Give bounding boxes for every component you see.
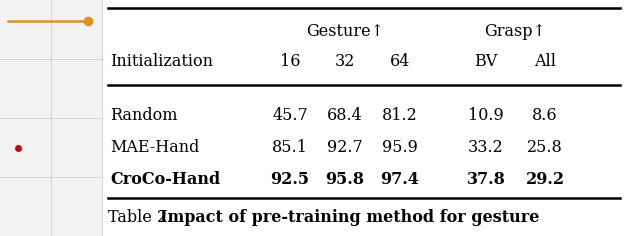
Text: 92.7: 92.7: [327, 139, 363, 156]
Text: CroCo-Hand: CroCo-Hand: [110, 172, 220, 189]
Text: Table 2.: Table 2.: [108, 210, 172, 227]
Text: 64: 64: [390, 54, 410, 71]
Text: 16: 16: [280, 54, 300, 71]
Text: 81.2: 81.2: [382, 106, 418, 123]
Bar: [0, 0, 102, 236]
Text: 25.8: 25.8: [527, 139, 563, 156]
Text: 45.7: 45.7: [272, 106, 308, 123]
Text: 32: 32: [335, 54, 355, 71]
Text: 97.4: 97.4: [381, 172, 419, 189]
Text: BV: BV: [474, 54, 497, 71]
Text: 95.8: 95.8: [326, 172, 364, 189]
Text: 85.1: 85.1: [272, 139, 308, 156]
Text: 8.6: 8.6: [532, 106, 558, 123]
Text: 10.9: 10.9: [468, 106, 504, 123]
Text: 95.9: 95.9: [382, 139, 418, 156]
Text: 92.5: 92.5: [270, 172, 310, 189]
Text: All: All: [534, 54, 556, 71]
Text: Grasp↑: Grasp↑: [485, 22, 547, 39]
Text: 33.2: 33.2: [468, 139, 504, 156]
Text: Initialization: Initialization: [110, 54, 213, 71]
Text: Impact of pre-training method for gesture: Impact of pre-training method for gestur…: [160, 210, 539, 227]
Text: 37.8: 37.8: [467, 172, 505, 189]
Text: Gesture↑: Gesture↑: [306, 22, 384, 39]
Text: Random: Random: [110, 106, 177, 123]
Text: MAE-Hand: MAE-Hand: [110, 139, 200, 156]
Text: 68.4: 68.4: [327, 106, 363, 123]
Text: 29.2: 29.2: [525, 172, 565, 189]
